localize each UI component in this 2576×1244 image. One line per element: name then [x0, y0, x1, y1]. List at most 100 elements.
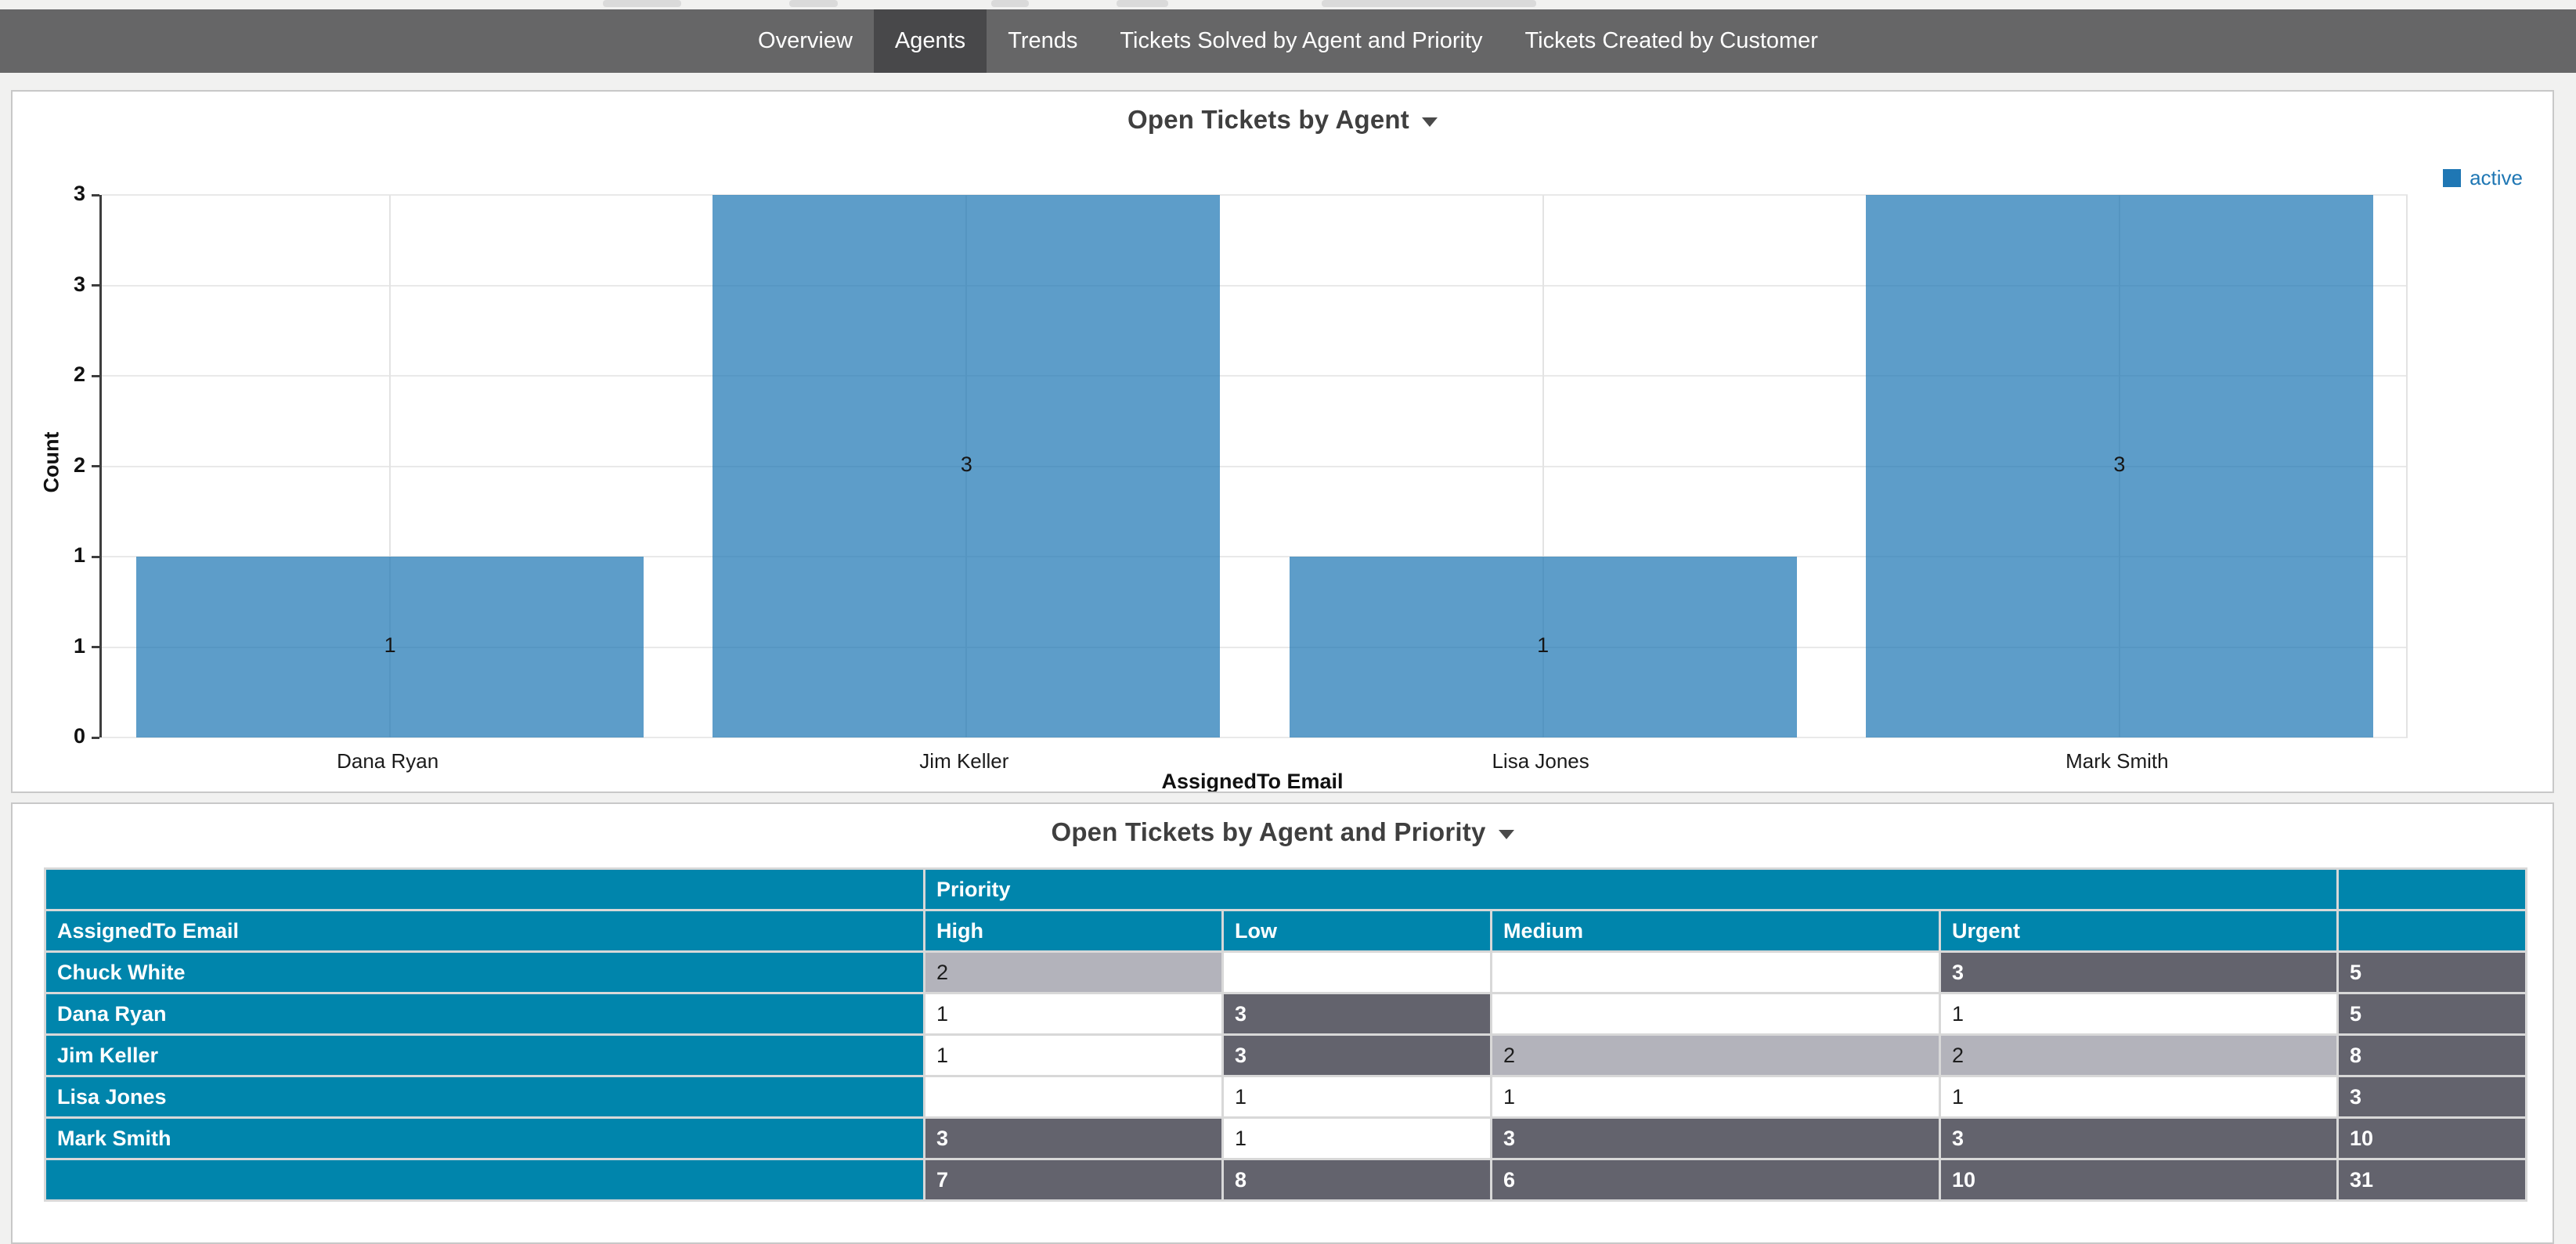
pivot-card: Open Tickets by Agent and Priority Prior… — [11, 802, 2554, 1244]
pivot-cell: 1 — [1492, 1077, 1939, 1116]
pivot-column-header-urgent: Urgent — [1941, 911, 2336, 950]
y-tick-mark — [92, 646, 99, 648]
pivot-cell: 3 — [1492, 1119, 1939, 1158]
pivot-column-total-cell: 7 — [925, 1160, 1221, 1199]
pivot-row-mark-smith: Mark Smith 3 1 3 3 10 — [46, 1119, 2525, 1158]
x-tick-label: Jim Keller — [919, 749, 1009, 773]
pivot-cell: 1 — [1941, 1077, 2336, 1116]
y-tick-label: 3 — [73, 182, 85, 205]
h-gridline — [102, 556, 2408, 557]
x-tick-label: Lisa Jones — [1492, 749, 1589, 773]
y-tick-mark — [92, 284, 99, 287]
y-tick-label: 1 — [73, 633, 85, 658]
pivot-row-header: Jim Keller — [46, 1036, 923, 1075]
pivot-cell — [925, 1077, 1221, 1116]
cutoff-chip — [1322, 0, 1536, 7]
y-tick-label: 1 — [73, 543, 85, 567]
plot-area: 1 3 1 3 — [92, 193, 2408, 739]
bar-jim-keller[interactable] — [713, 195, 1221, 737]
tab-agents[interactable]: Agents — [873, 9, 987, 73]
chart-title-row: Open Tickets by Agent — [13, 92, 2553, 135]
pivot-column-total-cell: 10 — [1941, 1160, 2336, 1199]
pivot-row-chuck-white: Chuck White 2 3 5 — [46, 953, 2525, 992]
v-gridline — [1542, 195, 1544, 737]
pivot-row-header: Chuck White — [46, 953, 923, 992]
pivot-cell: 3 — [1224, 1036, 1490, 1075]
x-axis-title: AssignedTo Email — [1161, 770, 1344, 793]
pivot-title-dropdown[interactable]: Open Tickets by Agent and Priority — [1051, 817, 1514, 847]
pivot-row-total-cell: 3 — [2339, 1077, 2525, 1116]
tab-overview[interactable]: Overview — [758, 28, 853, 53]
pivot-row-header: Mark Smith — [46, 1119, 923, 1158]
pivot-cell — [1492, 953, 1939, 992]
h-gridline — [102, 194, 2408, 196]
pivot-cell: 3 — [925, 1119, 1221, 1158]
tab-tickets-solved-by-agent-and-priority[interactable]: Tickets Solved by Agent and Priority — [1120, 28, 1483, 53]
pivot-row-lisa-jones: Lisa Jones 1 1 1 3 — [46, 1077, 2525, 1116]
pivot-cell: 1 — [925, 1036, 1221, 1075]
y-tick-label: 2 — [73, 453, 85, 477]
pivot-table: Priority AssignedTo Email High Low Medium Urg… — [44, 867, 2527, 1202]
legend-swatch-icon — [2443, 169, 2462, 187]
pivot-cell — [1492, 994, 1939, 1033]
pivot-group-header: Priority — [925, 870, 2336, 909]
pivot-row-jim-keller: Jim Keller 1 3 2 2 8 — [46, 1036, 2525, 1075]
cutoff-chip — [789, 0, 838, 7]
pivot-row-total-cell: 10 — [2339, 1119, 2525, 1158]
pivot-cell: 1 — [1941, 994, 2336, 1033]
bar-value-label: 3 — [2113, 452, 2126, 476]
y-tick-label: 0 — [73, 724, 85, 748]
bar-dana-ryan[interactable] — [136, 557, 644, 737]
pivot-cell: 1 — [1224, 1119, 1490, 1158]
pivot-row-header-label: AssignedTo Email — [46, 911, 923, 950]
pivot-cell: 3 — [1224, 994, 1490, 1033]
v-gridline — [389, 195, 391, 737]
pivot-total-column-header — [2339, 870, 2525, 909]
pivot-total-column-header — [2339, 911, 2525, 950]
pivot-cell: 1 — [1224, 1077, 1490, 1116]
pivot-row-dana-ryan: Dana Ryan 1 3 1 5 — [46, 994, 2525, 1033]
pivot-column-total-cell: 6 — [1492, 1160, 1939, 1199]
chart-title: Open Tickets by Agent — [1127, 105, 1409, 134]
legend[interactable]: active — [2443, 166, 2523, 190]
pivot-row-total-cell: 8 — [2339, 1036, 2525, 1075]
dropdown-caret-icon — [1421, 117, 1438, 127]
pivot-row-header: Dana Ryan — [46, 994, 923, 1033]
bar-value-label: 3 — [960, 452, 972, 476]
y-tick-mark — [92, 555, 99, 558]
h-gridline — [102, 465, 2408, 467]
pivot-cell: 3 — [1941, 953, 2336, 992]
y-tick-mark — [92, 193, 99, 197]
pivot-row-header: Lisa Jones — [46, 1077, 923, 1116]
bar-value-label: 1 — [384, 633, 396, 657]
pivot-head: Priority AssignedTo Email High Low Medium Urg… — [46, 870, 2525, 950]
cutoff-chip — [603, 0, 681, 7]
pivot-cell: 2 — [925, 953, 1221, 992]
pivot-title-row: Open Tickets by Agent and Priority — [13, 804, 2553, 847]
x-tick-label: Mark Smith — [2065, 749, 2169, 773]
tab-tickets-created-by-customer[interactable]: Tickets Created by Customer — [1524, 28, 1818, 53]
bar-mark-smith[interactable] — [1865, 195, 2373, 737]
v-gridline — [2406, 195, 2408, 737]
pivot-body: Chuck White 2 3 5 Dana Ryan 1 3 1 5 Jim Keller 1 3 2… — [46, 953, 2525, 1199]
dropdown-caret-icon — [1498, 830, 1514, 839]
pivot-row-total-cell: 5 — [2339, 994, 2525, 1033]
bar-value-label: 1 — [1537, 633, 1550, 657]
bar-lisa-jones[interactable] — [1289, 557, 1797, 737]
pivot-cell: 2 — [1941, 1036, 2336, 1075]
pivot-column-header-medium: Medium — [1492, 911, 1939, 950]
pivot-cell: 3 — [1941, 1119, 2336, 1158]
pivot-column-total-cell: 8 — [1224, 1160, 1490, 1199]
pivot-cell: 1 — [925, 994, 1221, 1033]
pivot-cell — [1224, 953, 1490, 992]
h-gridline — [102, 737, 2408, 738]
tab-trends[interactable]: Trends — [1008, 28, 1078, 53]
top-strip — [0, 0, 2576, 9]
h-gridline — [102, 375, 2408, 377]
legend-label: active — [2470, 166, 2523, 189]
y-tick-label: 2 — [73, 362, 85, 386]
chart-title-dropdown[interactable]: Open Tickets by Agent — [1127, 105, 1438, 135]
pivot-grand-total-cell: 31 — [2339, 1160, 2525, 1199]
pivot-column-header-low: Low — [1224, 911, 1490, 950]
y-tick-mark — [92, 465, 99, 467]
